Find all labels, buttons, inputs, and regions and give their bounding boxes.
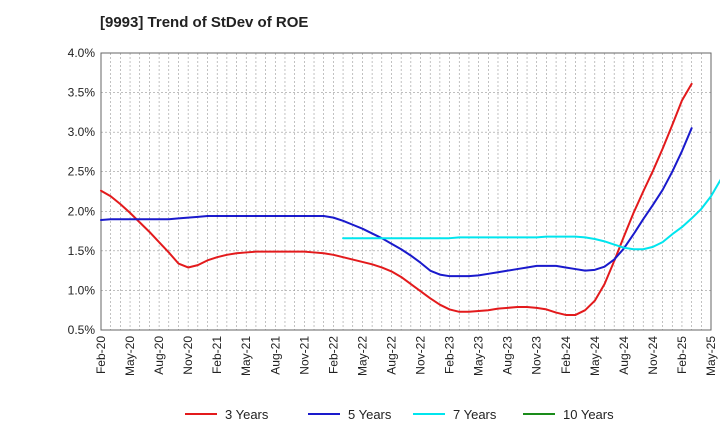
series-lines [100, 82, 720, 316]
x-tick-label: Feb-23 [443, 336, 457, 374]
y-tick-label: 2.0% [68, 204, 96, 218]
x-tick-label: Feb-24 [559, 336, 573, 374]
legend-label-10-years: 10 Years [563, 407, 614, 422]
x-tick-label: Nov-24 [646, 336, 660, 375]
legend-label-3-years: 3 Years [225, 407, 269, 422]
axes: 0.5% 1.0% 1.5% 2.0% 2.5% 3.0% 3.5% 4.0% Feb-20 Ma… [68, 46, 718, 376]
grid [100, 52, 712, 331]
x-tick-label: May-24 [588, 336, 602, 376]
x-tick-label: Nov-21 [297, 336, 311, 375]
x-tick-label: Feb-22 [326, 336, 340, 374]
x-tick-label: Aug-20 [152, 336, 166, 375]
x-tick-label: Feb-20 [94, 336, 108, 374]
y-tick-label: 1.0% [68, 283, 96, 297]
x-tick-label: Nov-20 [181, 336, 195, 375]
x-tick-label: Nov-23 [530, 336, 544, 375]
series-line-7-years [342, 178, 720, 251]
x-tick-label: Aug-22 [384, 336, 398, 375]
x-tick-label: May-22 [355, 336, 369, 376]
y-tick-label: 3.0% [68, 125, 96, 139]
x-tick-label: May-25 [704, 336, 718, 376]
legend-label-7-years: 7 Years [453, 407, 497, 422]
plot-frame [100, 52, 712, 331]
series-line-5-years [100, 127, 693, 278]
y-tick-label: 4.0% [68, 46, 96, 60]
y-tick-label: 3.5% [68, 86, 96, 100]
x-tick-label: Aug-21 [268, 336, 282, 375]
legend-label-5-years: 5 Years [348, 407, 392, 422]
x-tick-label: Aug-23 [501, 336, 515, 375]
chart-title: [9993] Trend of StDev of ROE [100, 14, 309, 31]
y-tick-label: 0.5% [68, 323, 96, 337]
x-tick-label: Feb-21 [210, 336, 224, 374]
x-tick-label: May-20 [123, 336, 137, 376]
series-line-3-years [100, 82, 693, 316]
legend: 3 Years 5 Years 7 Years 10 Years [185, 407, 614, 422]
y-tick-label: 1.5% [68, 244, 96, 258]
x-tick-label: Aug-24 [617, 336, 631, 375]
x-tick-label: May-21 [239, 336, 253, 376]
y-tick-label: 2.5% [68, 165, 96, 179]
x-tick-label: Nov-22 [414, 336, 428, 375]
x-tick-label: Feb-25 [675, 336, 689, 374]
x-tick-label: May-23 [472, 336, 486, 376]
